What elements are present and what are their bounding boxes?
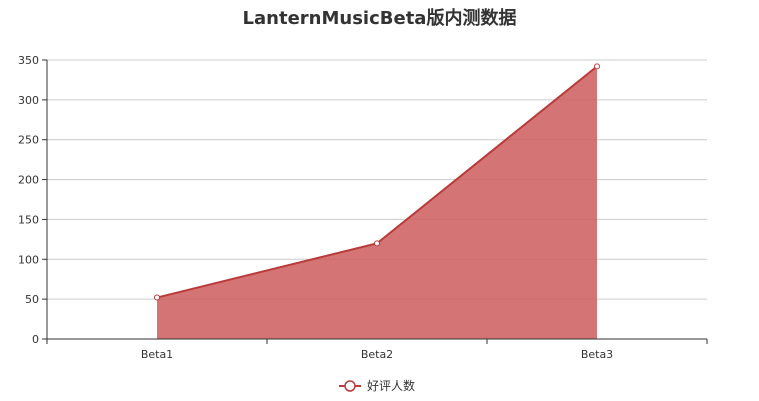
y-tick-label: 0 — [32, 333, 39, 346]
x-tick-label: Beta2 — [361, 348, 393, 361]
series-area — [157, 66, 597, 340]
x-tick-label: Beta3 — [581, 348, 613, 361]
legend-marker-icon — [344, 380, 356, 392]
data-point — [374, 240, 380, 247]
y-tick-label: 350 — [18, 54, 39, 67]
legend-label: 好评人数 — [367, 378, 415, 393]
axes: 0 50 100 150 200 250 300 350 Beta1 Beta2 Beta3 — [18, 54, 708, 361]
data-point — [594, 63, 600, 70]
x-tick-label: Beta1 — [141, 348, 173, 361]
data-points — [154, 63, 600, 301]
y-tick-label: 300 — [18, 94, 39, 107]
y-tick-label: 50 — [25, 293, 39, 306]
y-tick-label: 250 — [18, 134, 39, 147]
y-tick-label: 150 — [18, 213, 39, 226]
y-tick-label: 100 — [18, 253, 39, 266]
chart-title: LanternMusicBeta版内测数据 — [242, 8, 517, 29]
data-point — [154, 294, 160, 301]
series-area-layer — [156, 65, 598, 340]
legend[interactable]: 好评人数 — [339, 378, 415, 393]
y-tick-label: 200 — [18, 174, 39, 187]
